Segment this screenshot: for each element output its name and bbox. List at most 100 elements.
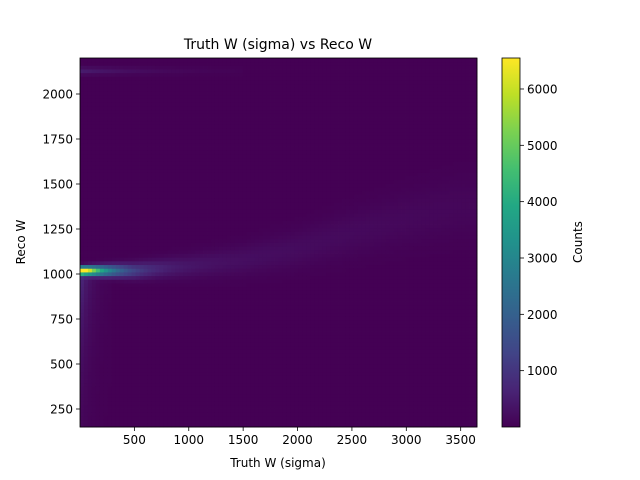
heatmap-cell: [115, 242, 121, 247]
heatmap-cell: [107, 183, 113, 188]
heatmap-cell: [226, 201, 232, 206]
heatmap-cell: [274, 161, 279, 166]
heatmap-cell: [103, 283, 109, 288]
heatmap-cell: [222, 268, 228, 273]
heatmap-cell: [87, 386, 93, 391]
heatmap-cell: [183, 109, 188, 114]
heatmap-cell: [99, 397, 105, 402]
heatmap-cell: [179, 415, 184, 421]
heatmap-cell: [115, 349, 121, 354]
heatmap-cell: [238, 375, 244, 380]
heatmap-cell: [258, 205, 264, 210]
heatmap-cell: [143, 257, 148, 262]
heatmap-cell: [159, 356, 164, 361]
heatmap-cell: [99, 275, 105, 280]
heatmap-cell: [203, 345, 208, 350]
heatmap-cell: [107, 294, 113, 299]
heatmap-cell: [171, 356, 176, 361]
heatmap-cell: [139, 312, 144, 317]
heatmap-cell: [143, 194, 148, 199]
heatmap-cell: [103, 356, 109, 361]
heatmap-cell: [135, 423, 140, 428]
heatmap-cell: [111, 176, 117, 181]
heatmap-cell: [246, 323, 252, 328]
heatmap-cell: [139, 131, 144, 136]
heatmap-cell: [187, 412, 192, 417]
heatmap-cell: [123, 58, 129, 63]
heatmap-cell: [87, 316, 93, 321]
heatmap-cell: [203, 301, 208, 306]
heatmap-cell: [159, 390, 164, 395]
heatmap-cell: [87, 190, 93, 195]
heatmap-cell: [199, 327, 204, 332]
heatmap-cell: [123, 319, 129, 325]
heatmap-cell: [91, 342, 97, 347]
heatmap-cell: [274, 423, 279, 428]
heatmap-cell: [254, 367, 260, 373]
heatmap-cell: [187, 279, 192, 284]
heatmap-cell: [230, 301, 236, 306]
heatmap-cell: [183, 393, 188, 398]
heatmap-cell: [274, 212, 279, 218]
heatmap-cell: [167, 227, 172, 232]
heatmap-cell: [147, 235, 152, 240]
heatmap-cell: [119, 91, 125, 96]
heatmap-cell: [139, 283, 144, 288]
heatmap-cell: [119, 109, 125, 114]
heatmap-cell: [171, 349, 176, 354]
heatmap-cell: [99, 131, 105, 136]
heatmap-cell: [159, 275, 164, 280]
heatmap-cell: [218, 375, 224, 380]
heatmap-cell: [234, 286, 240, 291]
heatmap-cell: [83, 423, 89, 428]
heatmap-cell: [80, 386, 85, 391]
heatmap-cell: [230, 183, 236, 188]
heatmap-cell: [218, 393, 224, 398]
heatmap-cell: [218, 109, 224, 114]
heatmap-cell: [191, 235, 196, 240]
heatmap-cell: [187, 290, 192, 295]
heatmap-cell: [214, 98, 220, 103]
heatmap-cell: [175, 220, 180, 225]
heatmap-cell: [151, 124, 156, 129]
heatmap-cell: [147, 102, 152, 107]
heatmap-cell: [123, 231, 129, 236]
heatmap-cell: [179, 408, 184, 413]
heatmap-cell: [242, 231, 248, 236]
heatmap-cell: [151, 153, 156, 159]
heatmap-cell: [91, 72, 97, 77]
heatmap-cell: [214, 283, 220, 288]
heatmap-cell: [187, 371, 192, 376]
heatmap-cell: [171, 264, 176, 269]
heatmap-cell: [83, 165, 89, 170]
heatmap-cell: [103, 113, 109, 118]
heatmap-cell: [179, 72, 184, 77]
heatmap-cell: [159, 179, 164, 184]
heatmap-cell: [211, 227, 216, 232]
heatmap-cell: [131, 257, 136, 262]
heatmap-cell: [135, 356, 140, 361]
heatmap-cell: [179, 301, 184, 306]
heatmap-cell: [115, 128, 121, 133]
heatmap-cell: [270, 187, 275, 192]
heatmap-cell: [203, 264, 208, 269]
heatmap-cell: [218, 294, 224, 299]
heatmap-cell: [270, 294, 275, 299]
heatmap-cell: [203, 61, 208, 66]
heatmap-cell: [187, 297, 192, 302]
heatmap-cell: [254, 61, 260, 66]
heatmap-cell: [147, 105, 152, 111]
heatmap-cell: [135, 253, 140, 258]
heatmap-cell: [203, 253, 208, 258]
heatmap-cell: [266, 220, 271, 225]
heatmap-cell: [155, 290, 160, 295]
heatmap-cell: [191, 242, 196, 247]
heatmap-cell: [159, 142, 164, 147]
heatmap-cell: [274, 157, 279, 162]
heatmap-cell: [191, 379, 196, 384]
heatmap-cell: [143, 102, 148, 107]
heatmap-cell: [187, 283, 192, 288]
heatmap-cell: [151, 128, 156, 133]
heatmap-cell: [199, 375, 204, 380]
heatmap-cell: [155, 419, 160, 424]
